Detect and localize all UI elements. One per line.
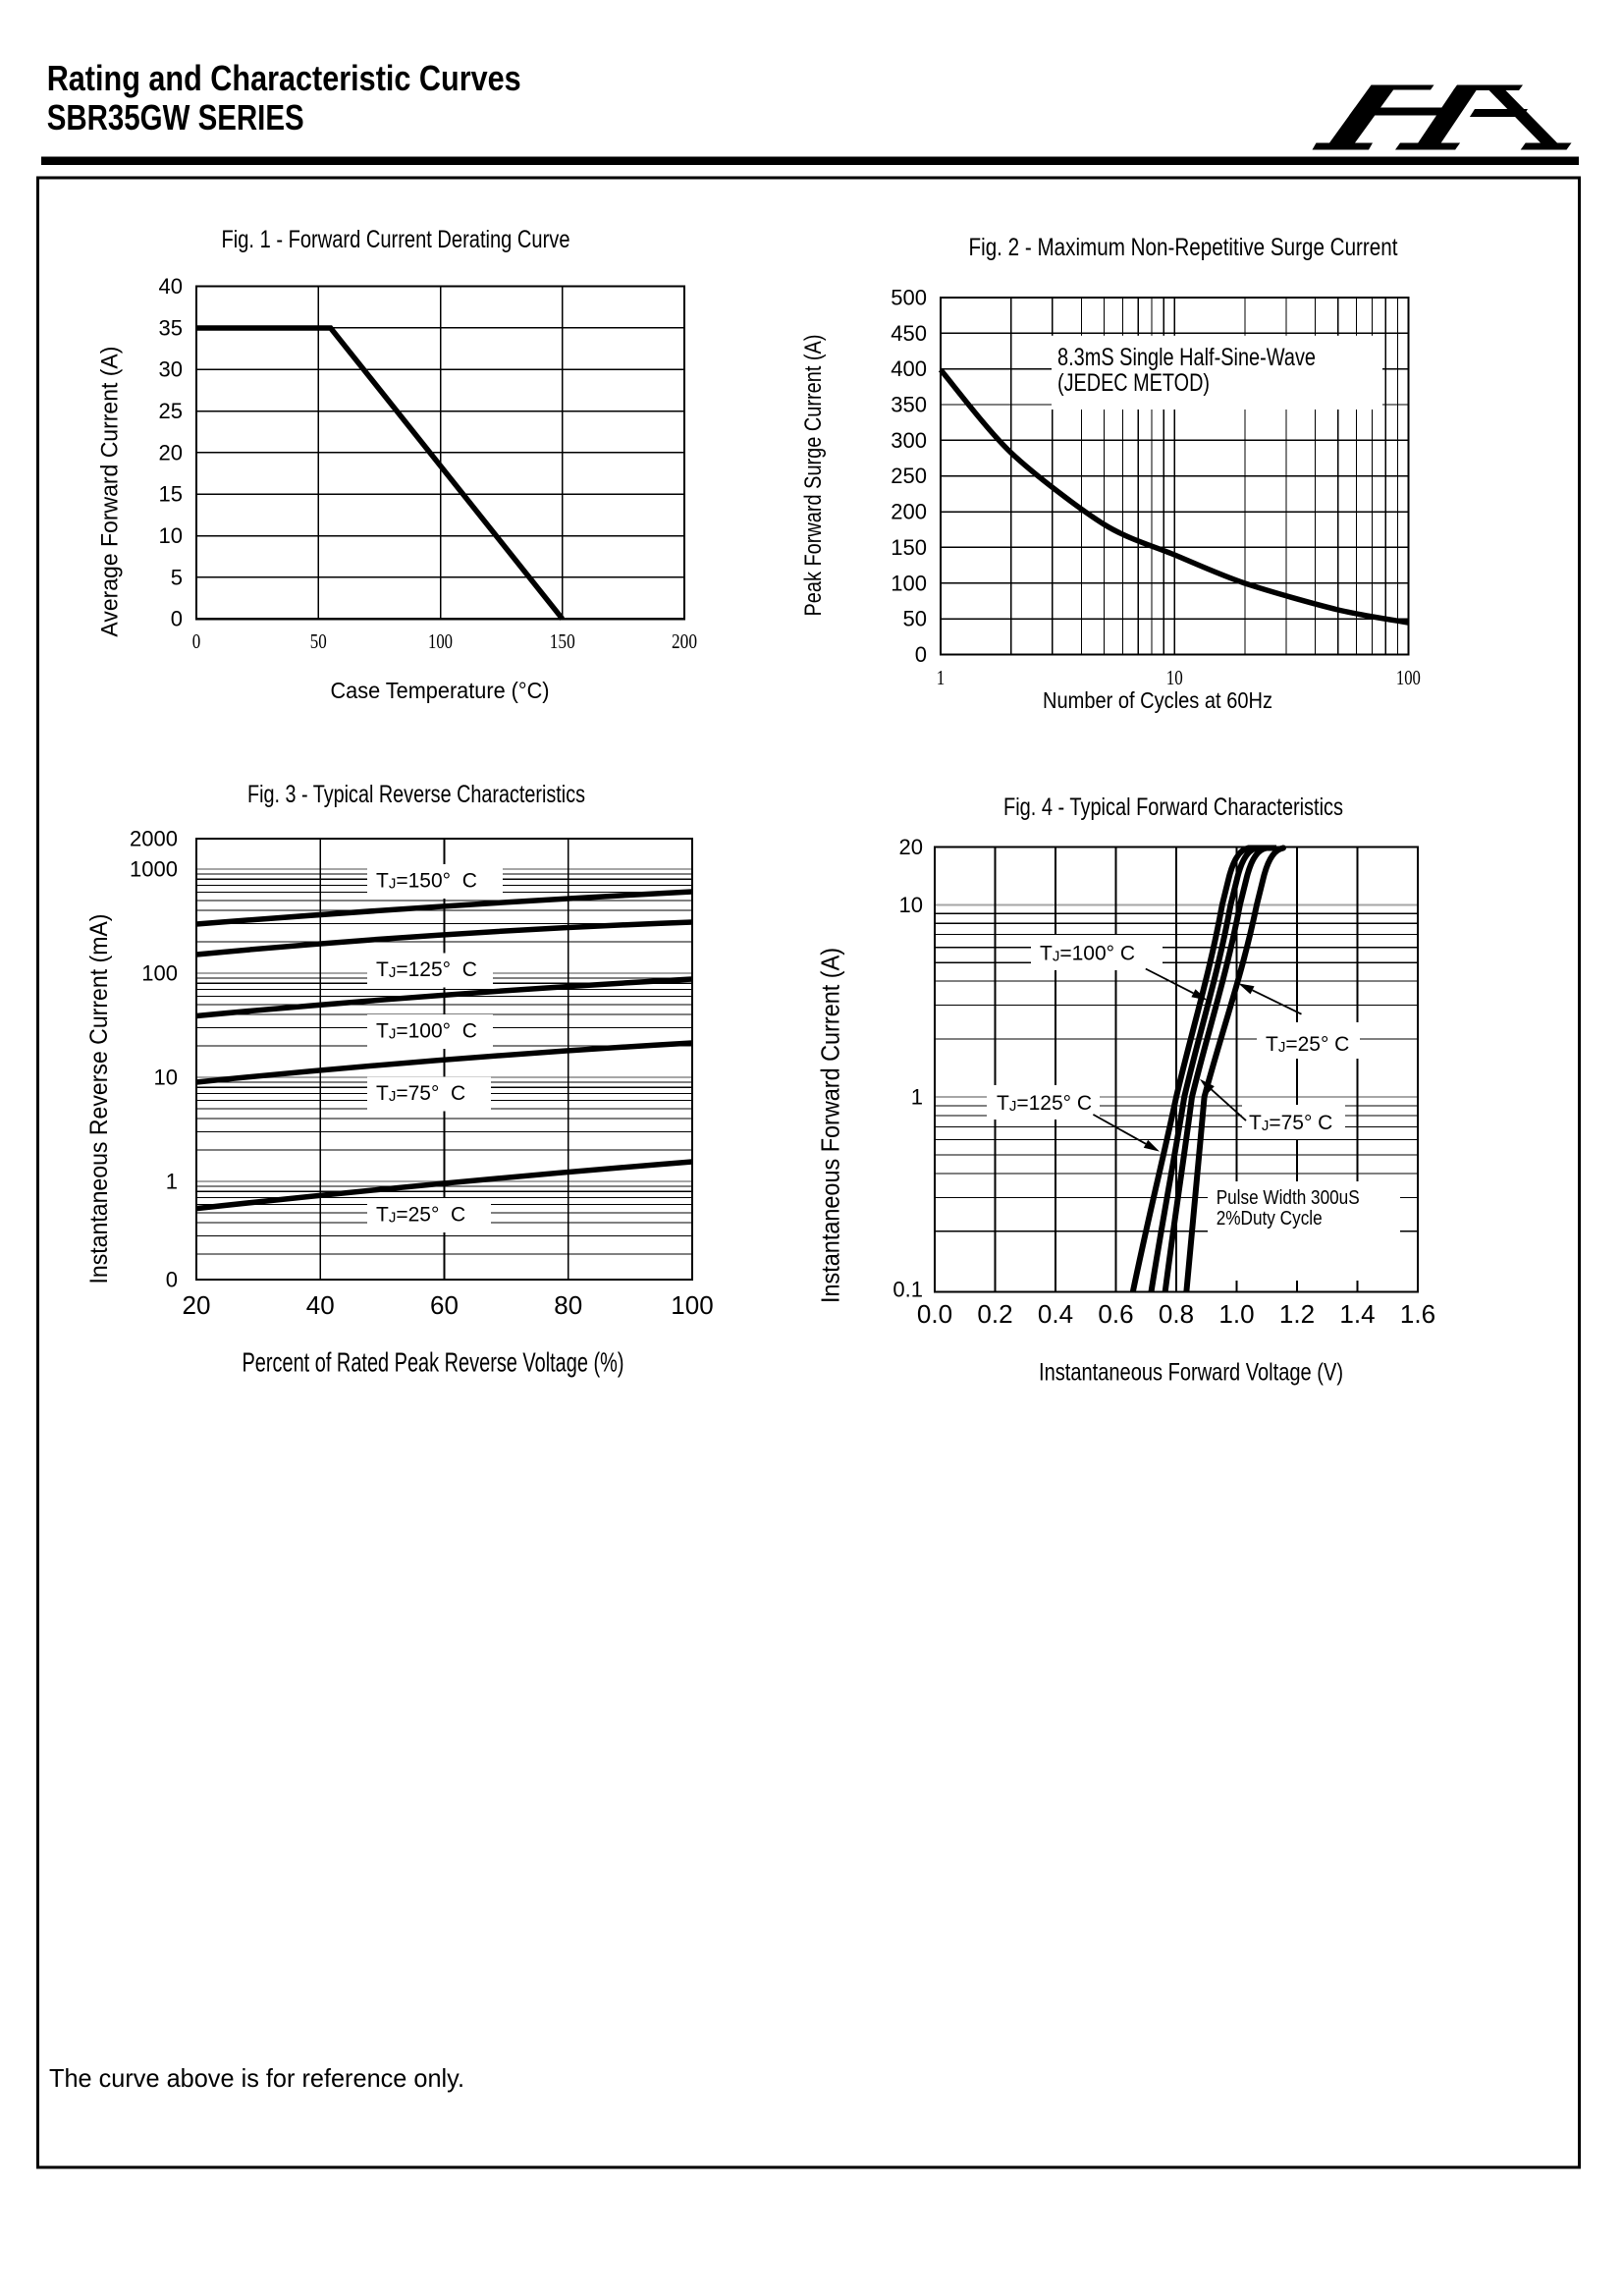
svg-text:0: 0 (171, 607, 183, 631)
svg-text:50: 50 (903, 607, 927, 631)
svg-text:15: 15 (159, 482, 183, 507)
svg-text:0.1: 0.1 (893, 1278, 923, 1302)
svg-text:1000: 1000 (130, 857, 178, 882)
svg-text:Average Forward Current (A): Average Forward Current (A) (97, 347, 124, 637)
svg-text:5: 5 (171, 565, 183, 589)
svg-text:60: 60 (430, 1290, 459, 1320)
svg-text:1: 1 (166, 1170, 178, 1194)
svg-text:Peak Forward Surge Current (A): Peak Forward Surge Current (A) (800, 335, 827, 617)
svg-text:Number of Cycles at 60Hz: Number of Cycles at 60Hz (1043, 687, 1272, 713)
svg-text:TJ=25° C: TJ=25° C (376, 1204, 465, 1227)
svg-text:100: 100 (141, 961, 178, 986)
svg-text:0: 0 (192, 629, 201, 653)
svg-text:1: 1 (911, 1085, 923, 1110)
svg-text:0: 0 (915, 642, 927, 667)
svg-text:Rating and Characteristic Curv: Rating and Characteristic Curves (47, 58, 521, 98)
svg-text:40: 40 (159, 274, 183, 299)
svg-text:TJ=25° C: TJ=25° C (1266, 1033, 1349, 1056)
svg-text:10: 10 (899, 893, 923, 917)
svg-text:450: 450 (891, 321, 927, 346)
svg-text:10: 10 (154, 1066, 178, 1090)
svg-text:1: 1 (937, 666, 946, 689)
svg-text:100: 100 (1396, 666, 1421, 689)
svg-text:Pulse Width 300uS: Pulse Width 300uS (1217, 1187, 1360, 1209)
svg-text:(JEDEC METOD): (JEDEC METOD) (1057, 369, 1210, 397)
svg-text:100: 100 (891, 571, 927, 595)
svg-text:350: 350 (891, 392, 927, 416)
svg-text:0.4: 0.4 (1038, 1299, 1073, 1329)
svg-text:0: 0 (166, 1268, 178, 1292)
svg-text:0.0: 0.0 (917, 1299, 952, 1329)
svg-text:500: 500 (891, 285, 927, 309)
svg-text:100: 100 (671, 1290, 713, 1320)
svg-text:Fig. 2 - Maximum Non-Repetitiv: Fig. 2 - Maximum Non-Repetitive Surge Cu… (969, 234, 1398, 261)
svg-text:TJ=125° C: TJ=125° C (376, 958, 477, 981)
svg-text:TJ=75° C: TJ=75° C (1249, 1112, 1332, 1134)
svg-text:0.2: 0.2 (977, 1299, 1012, 1329)
svg-text:200: 200 (672, 629, 697, 653)
svg-text:TJ=125° C: TJ=125° C (997, 1092, 1092, 1115)
svg-text:1.4: 1.4 (1339, 1299, 1375, 1329)
svg-text:1.0: 1.0 (1218, 1299, 1254, 1329)
svg-text:Percent of Rated Peak Reverse: Percent of Rated Peak Reverse Voltage (%… (243, 1347, 624, 1378)
svg-text:TJ=100° C: TJ=100° C (1040, 943, 1135, 965)
svg-text:10: 10 (159, 523, 183, 548)
svg-text:Fig. 4 - Typical Forward Chara: Fig. 4 - Typical Forward Characteristics (1003, 793, 1343, 821)
svg-text:35: 35 (159, 315, 183, 340)
svg-text:Fig. 3 - Typical Reverse Chara: Fig. 3 - Typical Reverse Characteristics (247, 781, 585, 808)
svg-text:Instantaneous Forward Voltage: Instantaneous Forward Voltage (V) (1039, 1359, 1343, 1387)
svg-text:150: 150 (891, 535, 927, 560)
svg-text:50: 50 (310, 629, 327, 653)
svg-text:SBR35GW SERIES: SBR35GW SERIES (47, 97, 304, 137)
svg-text:20: 20 (899, 835, 923, 859)
svg-text:2%Duty Cycle: 2%Duty Cycle (1217, 1208, 1323, 1230)
svg-text:Fig. 1 - Forward Current Derat: Fig. 1 - Forward Current Derating Curve (222, 226, 570, 253)
svg-text:2000: 2000 (130, 827, 178, 851)
svg-text:1.6: 1.6 (1400, 1299, 1435, 1329)
svg-text:80: 80 (554, 1290, 582, 1320)
svg-text:300: 300 (891, 428, 927, 453)
svg-text:30: 30 (159, 357, 183, 382)
svg-text:TJ=150° C: TJ=150° C (376, 870, 477, 893)
svg-text:100: 100 (428, 629, 453, 653)
svg-text:20: 20 (183, 1290, 211, 1320)
svg-text:Instantaneous Forward Current: Instantaneous Forward Current (A) (816, 948, 845, 1303)
svg-text:0.6: 0.6 (1098, 1299, 1133, 1329)
svg-text:200: 200 (891, 500, 927, 524)
svg-text:Instantaneous Reverse Current: Instantaneous Reverse Current (mA) (85, 914, 113, 1285)
svg-text:8.3mS Single Half-Sine-Wave: 8.3mS Single Half-Sine-Wave (1057, 344, 1316, 371)
svg-text:Case Temperature (°C): Case Temperature (°C) (331, 678, 550, 703)
svg-text:The curve above is for referen: The curve above is for reference only. (49, 2063, 464, 2093)
svg-text:250: 250 (891, 464, 927, 488)
svg-text:TJ=100° C: TJ=100° C (376, 1020, 477, 1043)
svg-text:400: 400 (891, 356, 927, 381)
svg-text:10: 10 (1166, 666, 1183, 689)
svg-text:150: 150 (550, 629, 575, 653)
svg-text:40: 40 (306, 1290, 335, 1320)
svg-text:0.8: 0.8 (1159, 1299, 1194, 1329)
svg-text:1.2: 1.2 (1279, 1299, 1315, 1329)
svg-text:25: 25 (159, 399, 183, 423)
svg-text:20: 20 (159, 440, 183, 465)
svg-text:TJ=75° C: TJ=75° C (376, 1082, 465, 1105)
